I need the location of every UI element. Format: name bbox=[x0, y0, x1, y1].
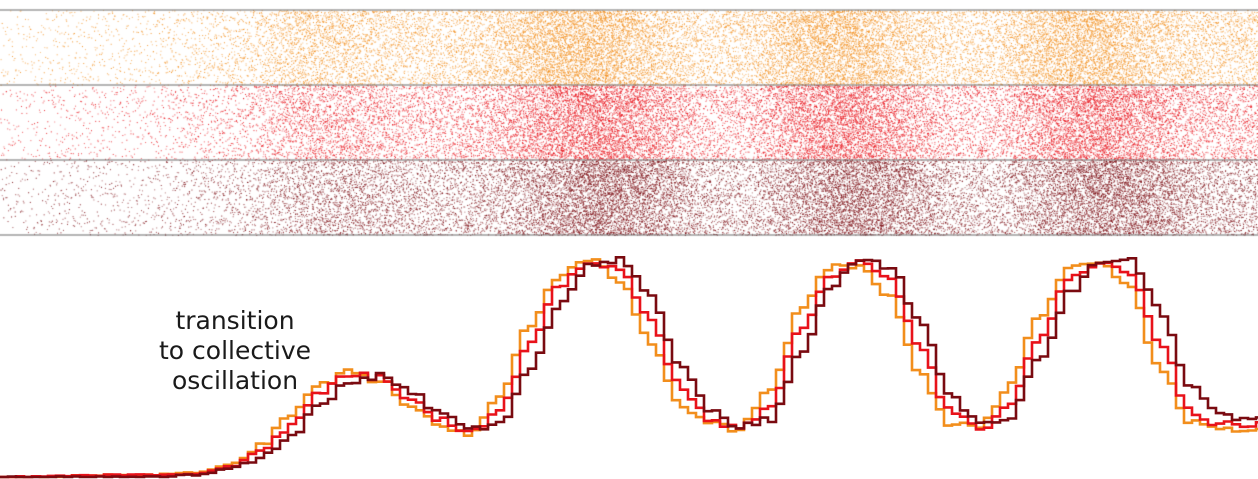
annotation-text: transition to collective oscillation bbox=[140, 306, 330, 396]
annotation-line-3: oscillation bbox=[171, 366, 299, 395]
histogram-series-3 bbox=[0, 256, 1258, 479]
annotation-line-2: to collective bbox=[158, 336, 312, 365]
spike-raster-plot bbox=[0, 0, 1258, 240]
annotation-line-1: transition bbox=[175, 306, 295, 335]
